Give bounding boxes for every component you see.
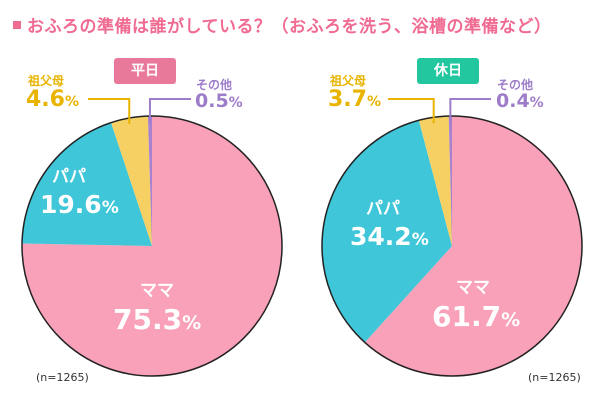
mama-value-1: 75.3% <box>113 303 202 336</box>
pie-outline-1 <box>21 115 283 377</box>
mama-name-1: ママ <box>140 281 174 301</box>
grandparents-value-1: 4.6% <box>26 87 80 112</box>
papa-name-2: パパ <box>366 199 400 219</box>
grandparents-name-1: 祖父母 <box>28 74 65 88</box>
leader-line-grandparents-2 <box>388 98 435 124</box>
mama-value-2: 61.7% <box>432 300 521 333</box>
pie-slice-mama-1 <box>21 116 282 376</box>
pie-slice-papa-1 <box>22 122 152 246</box>
grandparents-value-2: 3.7% <box>328 87 382 112</box>
leader-line-grandparents-1 <box>88 98 131 125</box>
pie-slice-mama-2 <box>364 116 582 376</box>
papa-value-2: 34.2% <box>350 222 429 251</box>
pie-slice-other-1 <box>147 116 152 246</box>
papa-value-1: 19.6% <box>40 190 119 219</box>
chart-title: おふろの準備は誰がしている？（おふろを洗う、浴槽の準備など） <box>13 12 552 37</box>
leader-line-other-2 <box>449 98 491 123</box>
grandparents-name-2: 祖父母 <box>330 74 367 88</box>
sample-size-1: (n=1265) <box>36 371 89 384</box>
pie-slice-papa-2 <box>322 120 452 343</box>
pie-slice-grandparents-1 <box>111 116 152 246</box>
pie-outline-2 <box>321 115 583 377</box>
pie-slice-other-2 <box>448 116 452 246</box>
holiday-badge: 休日 <box>417 58 479 84</box>
title-text: おふろの準備は誰がしている？（おふろを洗う、浴槽の準備など） <box>27 17 552 37</box>
other-name-1: その他 <box>196 78 233 92</box>
leader-line-other-1 <box>148 98 191 123</box>
sample-size-2: (n=1265) <box>528 371 581 384</box>
other-value-1: 0.5% <box>195 90 243 112</box>
mama-name-2: ママ <box>456 278 490 298</box>
other-value-2: 0.4% <box>496 90 544 112</box>
other-name-2: その他 <box>497 78 534 92</box>
papa-name-1: パパ <box>52 167 86 187</box>
pie-slice-grandparents-2 <box>418 116 452 247</box>
weekday-badge: 平日 <box>114 58 176 84</box>
square-bullet-icon <box>13 21 21 29</box>
